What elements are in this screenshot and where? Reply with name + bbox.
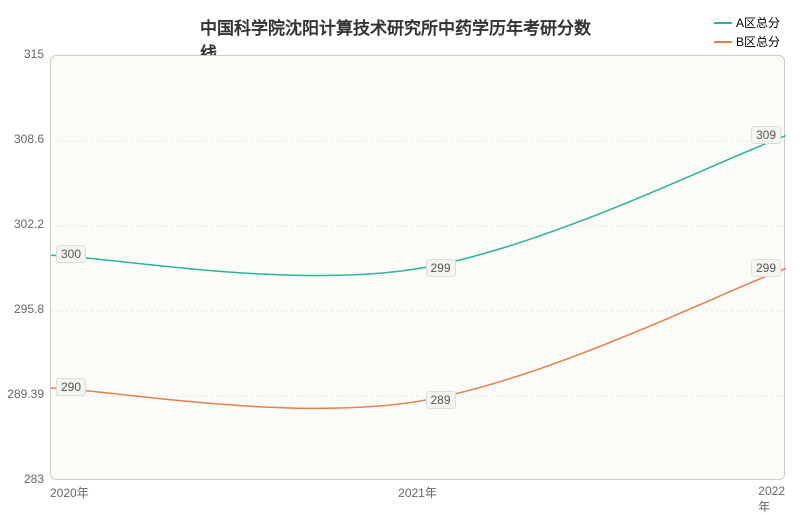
- x-axis-label: 2021年: [398, 484, 437, 501]
- data-label: 289: [426, 391, 456, 409]
- data-label: 299: [751, 259, 781, 277]
- chart-container: 中国科学院沈阳计算技术研究所中药学历年考研分数线 A区总分 B区总分 28328…: [0, 0, 800, 500]
- line-series-b: [51, 269, 786, 409]
- y-axis-label: 283: [24, 472, 44, 486]
- y-axis-label: 289.39: [7, 387, 44, 401]
- y-axis-label: 302.2: [14, 217, 44, 231]
- legend-swatch-a: [714, 22, 732, 24]
- y-axis-label: 295.8: [14, 302, 44, 316]
- data-label: 309: [751, 126, 781, 144]
- x-axis-label: 2020年: [50, 484, 89, 501]
- legend-label-b: B区总分: [736, 33, 780, 50]
- legend-label-a: A区总分: [736, 14, 780, 31]
- legend-item-b: B区总分: [714, 33, 780, 50]
- y-axis-label: 308.6: [14, 132, 44, 146]
- data-label: 299: [426, 259, 456, 277]
- data-label: 290: [56, 378, 86, 396]
- y-axis-label: 315: [24, 47, 44, 61]
- legend: A区总分 B区总分: [714, 14, 780, 52]
- plot-area: [50, 55, 785, 480]
- data-label: 300: [56, 245, 86, 263]
- legend-item-a: A区总分: [714, 14, 780, 31]
- legend-swatch-b: [714, 41, 732, 43]
- line-series-a: [51, 136, 786, 276]
- plot-svg: [51, 56, 786, 481]
